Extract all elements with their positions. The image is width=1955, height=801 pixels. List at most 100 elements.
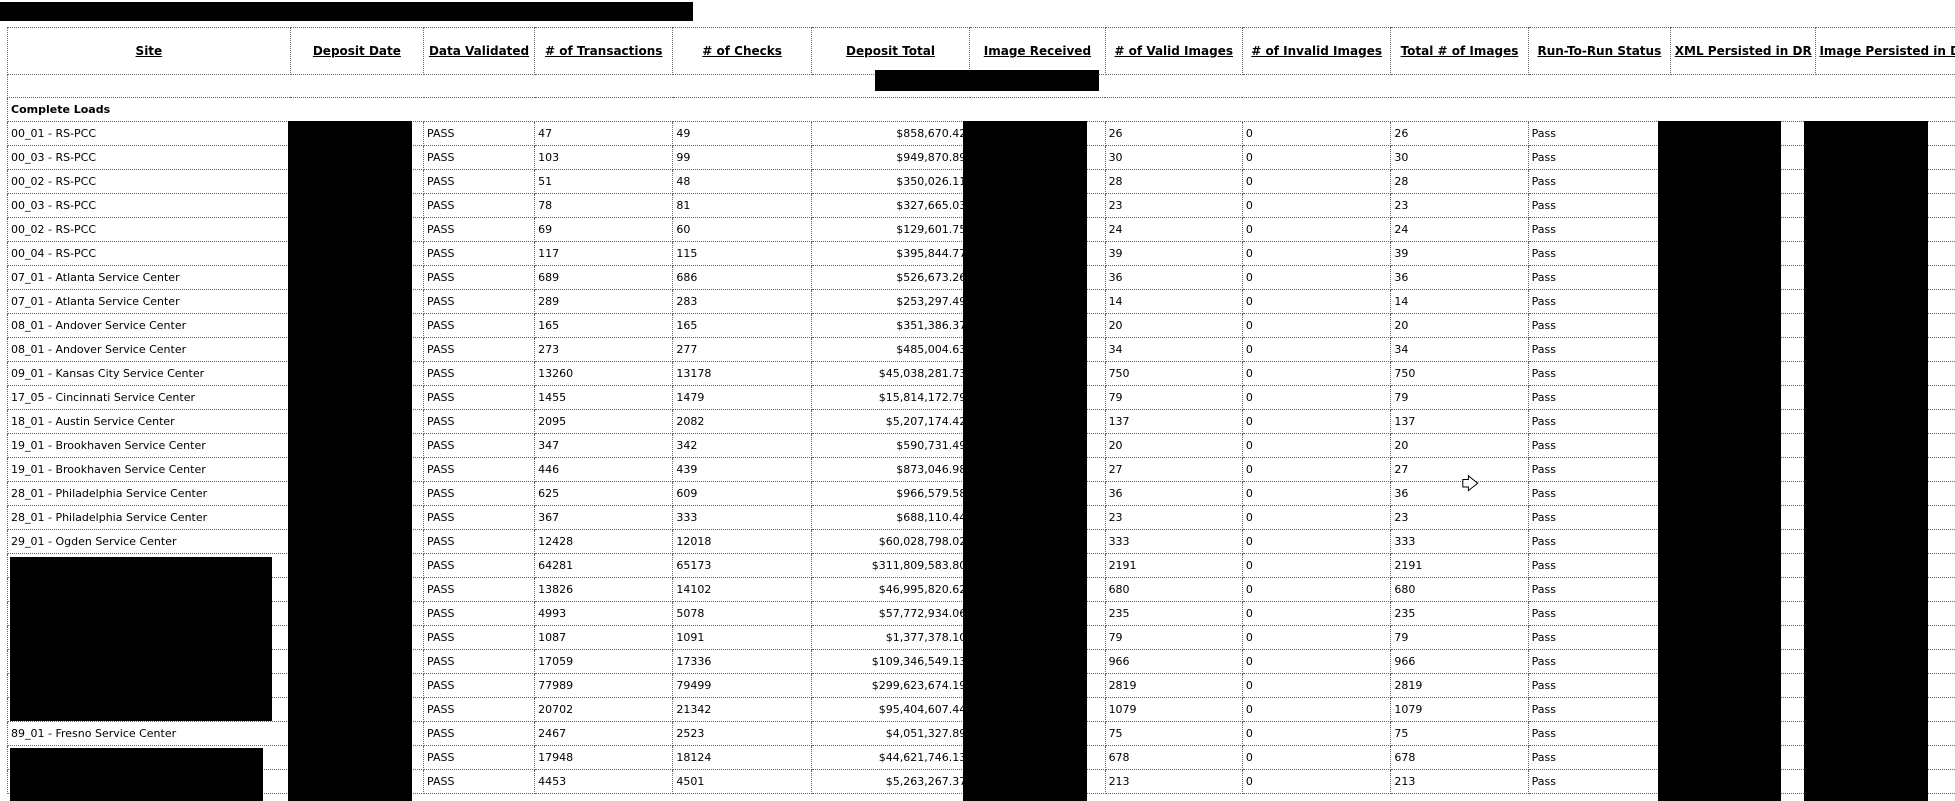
total-images-cell: 2191 (1390, 553, 1529, 578)
checks-cell: 277 (672, 337, 812, 362)
deposit-total-cell: $5,263,267.37 (810, 769, 971, 794)
status-cell: Pass (1527, 169, 1672, 194)
validated-cell: PASS (423, 337, 536, 362)
site-cell: 19_01 - Brookhaven Service Center (7, 457, 291, 482)
transactions-cell: 165 (534, 313, 674, 338)
valid-images-cell: 34 (1104, 337, 1243, 362)
redacted-sites-bottom (10, 748, 263, 801)
deposit-total-cell: $4,051,327.89 (810, 721, 971, 746)
deposit-total-cell: $688,110.44 (810, 505, 971, 530)
column-header[interactable]: Deposit Date (289, 27, 425, 75)
site-cell: 07_01 - Atlanta Service Center (7, 265, 291, 290)
transactions-cell: 20702 (534, 697, 674, 722)
checks-cell: 5078 (672, 601, 812, 626)
total-images-cell: 23 (1390, 193, 1529, 218)
total-images-cell: 678 (1390, 745, 1529, 770)
valid-images-cell: 36 (1104, 481, 1243, 506)
redacted-header-note (875, 70, 1099, 91)
deposit-total-cell: $60,028,798.02 (810, 529, 971, 554)
column-header[interactable]: Total # of Images (1390, 27, 1529, 75)
invalid-images-cell: 0 (1241, 457, 1392, 482)
transactions-cell: 17948 (534, 745, 674, 770)
checks-cell: 686 (672, 265, 812, 290)
section-row: Complete Loads (7, 97, 1955, 122)
deposit-total-cell: $351,386.37 (810, 313, 971, 338)
column-header[interactable]: Image Persisted in DR (1815, 27, 1955, 75)
invalid-images-cell: 0 (1241, 553, 1392, 578)
valid-images-cell: 2191 (1104, 553, 1243, 578)
site-cell: 00_03 - RS-PCC (7, 193, 291, 218)
invalid-images-cell: 0 (1241, 649, 1392, 674)
valid-images-cell: 24 (1104, 217, 1243, 242)
transactions-cell: 446 (534, 457, 674, 482)
total-images-cell: 966 (1390, 649, 1529, 674)
transactions-cell: 17059 (534, 649, 674, 674)
deposit-total-cell: $350,026.11 (810, 169, 971, 194)
validated-cell: PASS (423, 241, 536, 266)
checks-cell: 60 (672, 217, 812, 242)
column-header[interactable]: # of Transactions (534, 27, 674, 75)
deposit-total-cell: $299,623,674.19 (810, 673, 971, 698)
valid-images-cell: 79 (1104, 385, 1243, 410)
column-header[interactable]: Run-To-Run Status (1527, 27, 1672, 75)
invalid-images-cell: 0 (1241, 241, 1392, 266)
checks-cell: 49 (672, 121, 812, 146)
checks-cell: 65173 (672, 553, 812, 578)
column-header[interactable]: XML Persisted in DR (1670, 27, 1817, 75)
invalid-images-cell: 0 (1241, 481, 1392, 506)
redacted-deposit-dates (288, 121, 412, 801)
checks-cell: 2523 (672, 721, 812, 746)
status-cell: Pass (1527, 577, 1672, 602)
status-cell: Pass (1527, 241, 1672, 266)
validated-cell: PASS (423, 721, 536, 746)
total-images-cell: 24 (1390, 217, 1529, 242)
valid-images-cell: 28 (1104, 169, 1243, 194)
validated-cell: PASS (423, 481, 536, 506)
total-images-cell: 34 (1390, 337, 1529, 362)
deposit-total-cell: $1,377,378.10 (810, 625, 971, 650)
transactions-cell: 1455 (534, 385, 674, 410)
site-cell: 00_02 - RS-PCC (7, 169, 291, 194)
column-header[interactable]: Site (7, 27, 291, 75)
invalid-images-cell: 0 (1241, 169, 1392, 194)
total-images-cell: 750 (1390, 361, 1529, 386)
invalid-images-cell: 0 (1241, 265, 1392, 290)
column-header[interactable]: Data Validated (423, 27, 536, 75)
invalid-images-cell: 0 (1241, 529, 1392, 554)
valid-images-cell: 30 (1104, 145, 1243, 170)
status-cell: Pass (1527, 409, 1672, 434)
status-cell: Pass (1527, 121, 1672, 146)
site-cell: 00_02 - RS-PCC (7, 217, 291, 242)
transactions-cell: 4993 (534, 601, 674, 626)
redacted-sites-group (10, 557, 272, 721)
total-images-cell: 36 (1390, 265, 1529, 290)
validated-cell: PASS (423, 601, 536, 626)
validated-cell: PASS (423, 169, 536, 194)
transactions-cell: 2467 (534, 721, 674, 746)
valid-images-cell: 333 (1104, 529, 1243, 554)
deposit-total-cell: $966,579.58 (810, 481, 971, 506)
column-header[interactable]: # of Valid Images (1104, 27, 1243, 75)
column-header[interactable]: Image Received (969, 27, 1106, 75)
invalid-images-cell: 0 (1241, 193, 1392, 218)
status-cell: Pass (1527, 649, 1672, 674)
status-cell: Pass (1527, 721, 1672, 746)
column-header[interactable]: # of Invalid Images (1241, 27, 1392, 75)
site-cell: 00_01 - RS-PCC (7, 121, 291, 146)
valid-images-cell: 137 (1104, 409, 1243, 434)
invalid-images-cell: 0 (1241, 577, 1392, 602)
transactions-cell: 13260 (534, 361, 674, 386)
transactions-cell: 51 (534, 169, 674, 194)
column-header[interactable]: Deposit Total (810, 27, 971, 75)
invalid-images-cell: 0 (1241, 217, 1392, 242)
total-images-cell: 333 (1390, 529, 1529, 554)
status-cell: Pass (1527, 337, 1672, 362)
status-cell: Pass (1527, 673, 1672, 698)
validated-cell: PASS (423, 697, 536, 722)
validated-cell: PASS (423, 217, 536, 242)
column-header[interactable]: # of Checks (672, 27, 812, 75)
validated-cell: PASS (423, 289, 536, 314)
site-cell: 17_05 - Cincinnati Service Center (7, 385, 291, 410)
deposit-total-cell: $95,404,607.44 (810, 697, 971, 722)
invalid-images-cell: 0 (1241, 697, 1392, 722)
